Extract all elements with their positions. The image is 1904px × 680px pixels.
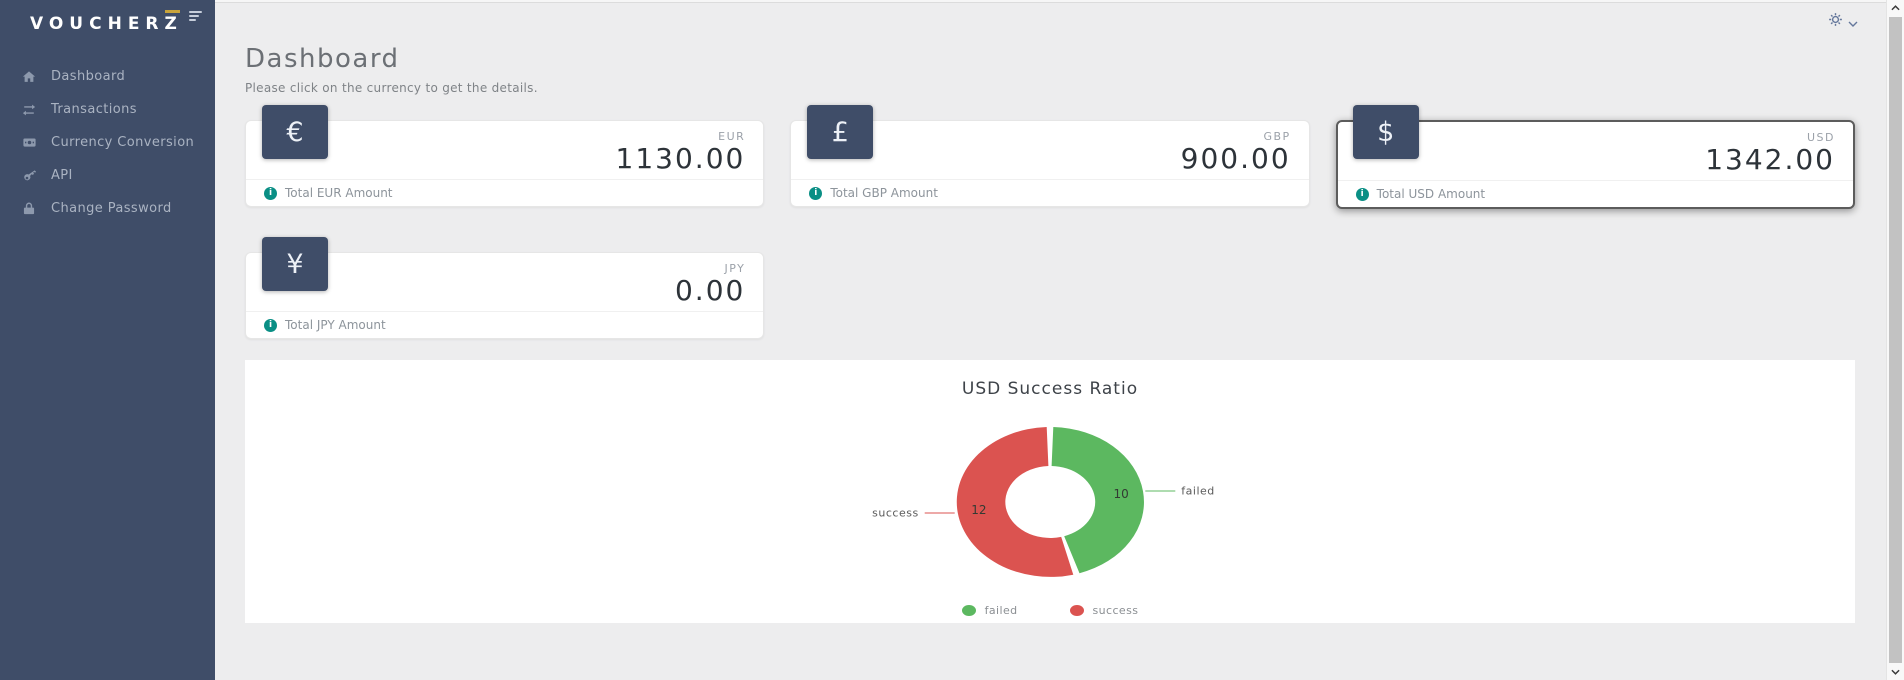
card-gbp[interactable]: GBP 900.00 Total GBP Amount [790,120,1310,208]
card-eur[interactable]: EUR 1130.00 Total EUR Amount [245,120,765,208]
currency-amount: 900.00 [1180,142,1291,175]
legend-label: success [1092,604,1139,618]
currency-code: EUR [718,130,746,143]
legend-dot-success [1069,605,1084,617]
chart-legend: failed success [245,604,1855,617]
gear-icon [1828,12,1843,31]
exchange-icon [20,103,38,117]
currency-card-gbp[interactable]: £ GBP 900.00 Total GBP Amount [790,105,1310,209]
currency-symbol: $ [1377,116,1395,148]
settings-menu-button[interactable] [1828,12,1858,31]
menu-lines-icon [188,11,202,23]
sidebar-item-api[interactable]: API [0,159,215,192]
page-subtitle: Please click on the currency to get the … [245,81,538,95]
top-divider [215,0,1886,3]
info-icon [809,186,823,200]
slice-callout-label-failed: failed [1181,485,1214,498]
key-icon [20,168,38,183]
currency-card-jpy[interactable]: ¥ JPY 0.00 Total JPY Amount [245,237,765,340]
currency-code: JPY [724,262,746,276]
card-footer-label: Total GBP Amount [830,186,938,201]
info-icon [1355,187,1369,201]
scroll-down-button[interactable] [1887,664,1904,680]
donut-chart: 10 failed 12 success [872,427,1214,578]
currency-amount: 0.00 [674,274,746,308]
card-jpy[interactable]: JPY 0.00 Total JPY Amount [245,252,765,340]
home-icon [20,70,38,84]
sidebar-item-label: Dashboard [51,69,126,84]
sidebar-item-currency-conversion[interactable]: Currency Conversion [0,126,215,159]
legend-item-failed[interactable]: failed [961,604,1018,618]
page-content: Dashboard Please click on the currency t… [215,44,1886,624]
money-bill-icon [20,136,38,149]
currency-amount: 1342.00 [1705,143,1835,176]
card-footer-label: Total EUR Amount [285,186,393,201]
brand-name: VOUCHER [30,14,165,34]
currency-card-eur[interactable]: € EUR 1130.00 Total EUR Amount [245,105,765,209]
lock-icon [20,201,38,216]
legend-label: failed [984,604,1018,618]
slice-callout-label-success: success [872,507,919,520]
sidebar-item-label: API [51,168,73,183]
scrollbar-thumb[interactable] [1889,17,1902,663]
scroll-up-button[interactable] [1887,0,1904,16]
vertical-scrollbar[interactable] [1886,0,1904,680]
page-title: Dashboard [245,44,400,74]
brand-name-accent: Z [164,14,183,34]
currency-card-usd[interactable]: $ USD 1342.00 Total USD Amount [1335,105,1855,210]
card-usd[interactable]: USD 1342.00 Total USD Amount [1335,120,1855,210]
currency-symbol: € [286,116,304,148]
info-icon [264,186,277,200]
euro-icon: € [262,105,328,159]
sidebar-item-transactions[interactable]: Transactions [0,93,215,126]
chart-panel: USD Success Ratio 10 failed 12 success fail… [245,360,1855,624]
currency-code: GBP [1263,130,1291,143]
sidebar-item-label: Change Password [51,201,172,216]
currency-cards-grid: € EUR 1130.00 Total EUR Amount £ [245,105,1855,340]
sidebar-item-change-password[interactable]: Change Password [0,192,215,225]
card-footer-label: Total JPY Amount [285,318,386,333]
main-area: Dashboard Please click on the currency t… [215,0,1886,680]
chevron-down-icon [1848,12,1858,31]
info-icon [264,318,277,332]
slice-value-success: 12 [971,504,986,518]
pound-icon: £ [807,105,874,159]
slice-value-failed: 10 [1113,487,1128,501]
currency-amount: 1130.00 [615,142,746,175]
chart-title: USD Success Ratio [961,379,1139,400]
brand-logo: VOUCHERZ [0,0,215,34]
dollar-icon: $ [1352,105,1419,159]
yen-icon: ¥ [262,237,328,292]
donut-slice-success[interactable] [956,427,1074,578]
sidebar: VOUCHERZ Dashboard Transactions Currency… [0,0,215,680]
currency-symbol: £ [831,116,849,148]
currency-code: USD [1806,131,1835,144]
currency-symbol: ¥ [286,248,304,280]
sidebar-item-dashboard[interactable]: Dashboard [0,60,215,93]
sidebar-nav: Dashboard Transactions Currency Conversi… [0,60,215,225]
card-footer-label: Total USD Amount [1376,187,1486,202]
sidebar-item-label: Currency Conversion [51,135,195,150]
legend-dot-failed [961,605,976,617]
legend-item-success[interactable]: success [1069,604,1139,618]
donut-slice-failed[interactable] [1051,427,1144,574]
sidebar-item-label: Transactions [51,102,137,117]
